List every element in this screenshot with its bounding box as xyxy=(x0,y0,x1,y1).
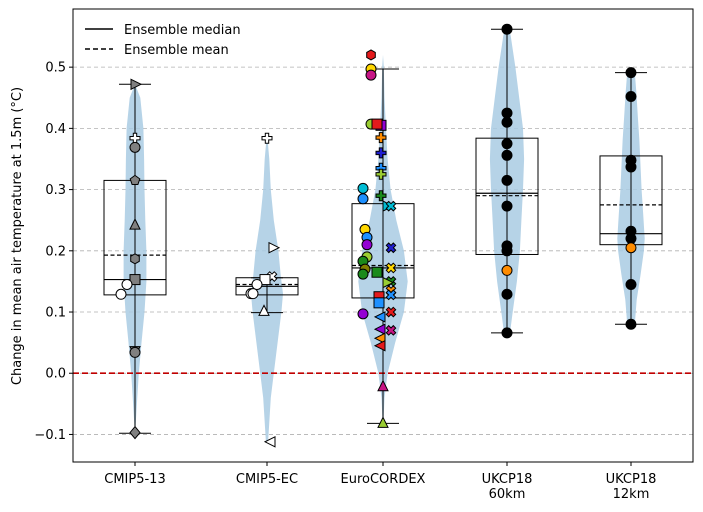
tri-up-marker xyxy=(258,304,270,316)
x-tick-label: CMIP5-EC xyxy=(236,472,298,487)
tri-left-marker xyxy=(373,332,386,345)
circle-marker xyxy=(625,161,637,173)
circle-marker xyxy=(625,278,637,290)
circle-marker xyxy=(501,200,513,212)
tri-left-marker xyxy=(373,323,386,336)
tri-left-marker xyxy=(373,311,386,323)
circle-marker xyxy=(251,278,263,290)
y-axis: −0.1 0.0 0.1 0.2 0.3 0.4 0.5 xyxy=(34,61,73,443)
circle-marker xyxy=(501,23,513,35)
x-tick-label: 60km xyxy=(489,487,526,502)
x-tick-label: CMIP5-13 xyxy=(104,472,165,487)
tri-right-marker xyxy=(382,276,395,289)
legend: Ensemble median Ensemble mean xyxy=(85,23,241,58)
circle-marker xyxy=(121,278,133,290)
y-tick-label: 0.4 xyxy=(45,122,66,137)
circle-marker xyxy=(115,288,127,300)
x-marker xyxy=(385,324,397,336)
circle-marker xyxy=(501,245,513,257)
circle-marker xyxy=(501,116,513,128)
y-tick-label: −0.1 xyxy=(34,428,66,443)
x-tick-label: EuroCORDEX xyxy=(341,472,426,487)
circle-marker xyxy=(357,182,369,194)
plus-marker xyxy=(261,132,273,144)
legend-label-median: Ensemble median xyxy=(124,23,241,38)
diamond-marker xyxy=(129,425,141,440)
tri-right-marker xyxy=(130,78,143,91)
pentagon-marker xyxy=(129,174,141,185)
circle-marker xyxy=(247,288,259,300)
y-tick-label: 0.2 xyxy=(45,244,66,259)
circle-marker xyxy=(501,264,513,276)
circle-marker xyxy=(625,233,637,245)
y-tick-label: 0.3 xyxy=(45,183,66,198)
circle-marker xyxy=(501,288,513,300)
x-axis: CMIP5-13 CMIP5-EC EuroCORDEX UKCP1860kmUKCP… xyxy=(104,462,656,502)
hexagon-marker xyxy=(366,49,376,61)
circle-marker xyxy=(625,318,637,330)
circle-marker xyxy=(357,308,369,320)
y-tick-label: 0.5 xyxy=(45,61,66,76)
square-marker xyxy=(371,118,383,130)
tri-right-marker xyxy=(268,241,281,254)
circle-marker xyxy=(357,268,369,280)
circle-marker xyxy=(129,141,141,153)
circle-marker xyxy=(501,149,513,161)
circle-marker xyxy=(625,242,637,254)
x-marker xyxy=(385,200,397,212)
tri-left-marker xyxy=(373,339,386,352)
x-marker xyxy=(385,242,397,254)
y-tick-label: 0.0 xyxy=(45,367,66,382)
x-tick-label: UKCP18 xyxy=(482,472,533,487)
tri-up-marker xyxy=(377,416,389,428)
square-marker xyxy=(259,274,271,286)
square-marker xyxy=(371,266,383,278)
circle-marker xyxy=(625,91,637,103)
hexagon-marker xyxy=(130,253,140,265)
circle-marker xyxy=(357,193,369,205)
circle-marker xyxy=(501,174,513,186)
x-marker xyxy=(385,289,397,301)
violins xyxy=(123,29,645,442)
square-marker xyxy=(373,297,385,309)
circle-marker xyxy=(625,67,637,79)
tri-left-marker xyxy=(263,435,276,448)
ensemble-points xyxy=(115,23,637,448)
y-axis-label: Change in mean air temperature at 1.5m (… xyxy=(10,87,25,385)
legend-label-mean: Ensemble mean xyxy=(124,43,229,58)
plus-marker xyxy=(375,132,387,144)
x-marker xyxy=(385,306,397,318)
tri-up-marker xyxy=(129,217,141,230)
circle-marker xyxy=(129,346,141,358)
x-tick-label: 12km xyxy=(613,487,650,502)
plus-marker xyxy=(375,168,387,180)
x-tick-label: UKCP18 xyxy=(606,472,657,487)
circle-marker xyxy=(501,138,513,150)
tri-up-marker xyxy=(377,379,389,392)
x-marker xyxy=(385,262,397,274)
y-tick-label: 0.1 xyxy=(45,306,66,321)
plus-marker xyxy=(375,147,387,159)
circle-marker xyxy=(501,107,513,119)
circle-marker xyxy=(365,69,377,81)
circle-marker xyxy=(501,327,513,339)
square-marker xyxy=(129,274,141,286)
circle-marker xyxy=(361,239,373,251)
